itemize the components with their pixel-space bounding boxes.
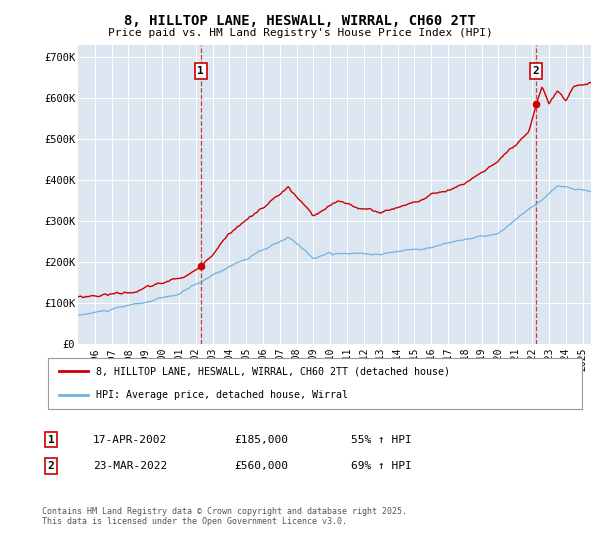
Text: 8, HILLTOP LANE, HESWALL, WIRRAL, CH60 2TT: 8, HILLTOP LANE, HESWALL, WIRRAL, CH60 2… <box>124 14 476 28</box>
Text: 2: 2 <box>47 461 55 471</box>
Text: 55% ↑ HPI: 55% ↑ HPI <box>351 435 412 445</box>
Text: £185,000: £185,000 <box>234 435 288 445</box>
Text: £560,000: £560,000 <box>234 461 288 471</box>
Text: 23-MAR-2022: 23-MAR-2022 <box>93 461 167 471</box>
Text: 2: 2 <box>532 66 539 76</box>
Text: 1: 1 <box>47 435 55 445</box>
Text: 69% ↑ HPI: 69% ↑ HPI <box>351 461 412 471</box>
Text: 1: 1 <box>197 66 204 76</box>
Text: Contains HM Land Registry data © Crown copyright and database right 2025.
This d: Contains HM Land Registry data © Crown c… <box>42 507 407 526</box>
Text: 8, HILLTOP LANE, HESWALL, WIRRAL, CH60 2TT (detached house): 8, HILLTOP LANE, HESWALL, WIRRAL, CH60 2… <box>96 366 450 376</box>
Text: 17-APR-2002: 17-APR-2002 <box>93 435 167 445</box>
Text: HPI: Average price, detached house, Wirral: HPI: Average price, detached house, Wirr… <box>96 390 348 400</box>
Text: Price paid vs. HM Land Registry's House Price Index (HPI): Price paid vs. HM Land Registry's House … <box>107 28 493 38</box>
